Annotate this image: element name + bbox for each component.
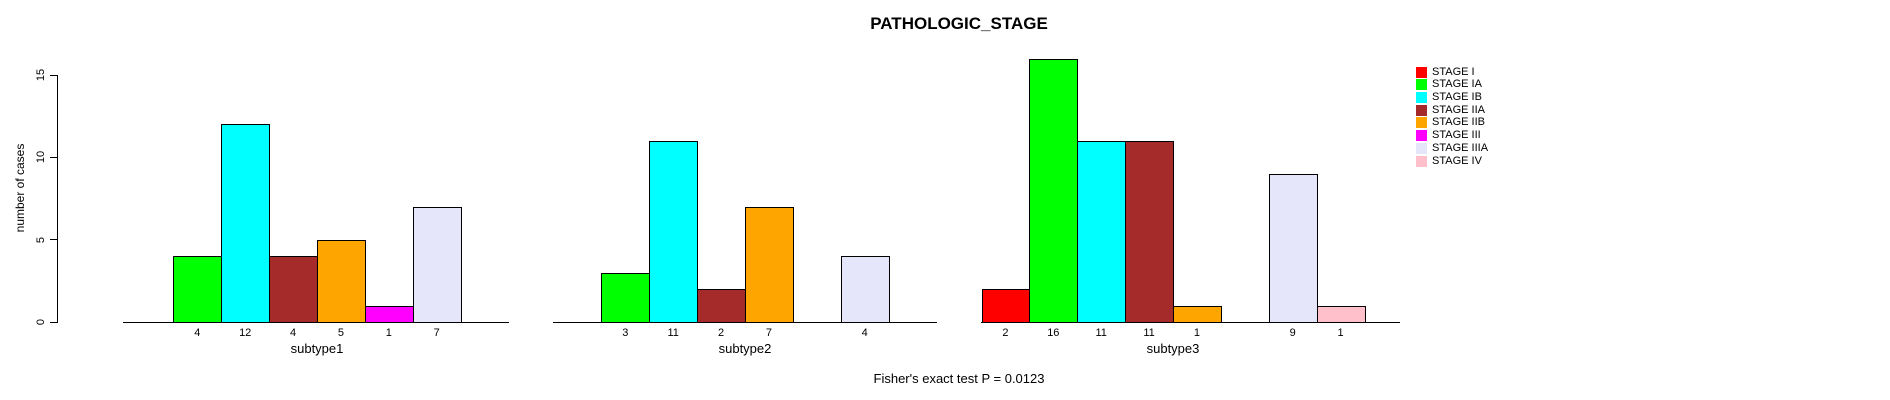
group-label: subtype1: [290, 341, 344, 356]
legend-swatch-icon: [1416, 91, 1427, 103]
bar-value-label: 11: [1143, 327, 1155, 339]
legend-swatch-icon: [1416, 155, 1427, 167]
legend-label: STAGE IIIA: [1432, 141, 1489, 154]
bar-value-label: 7: [433, 327, 440, 339]
bar-stage-ia: [601, 272, 651, 323]
bar-stage-iii: [364, 305, 414, 323]
y-tick: [50, 156, 57, 158]
fisher-test-annotation: Fisher's exact test P = 0.0123: [873, 371, 1045, 386]
bar-stage-iib: [317, 239, 366, 323]
y-tick-label: 10: [35, 151, 47, 164]
bar-value-label: 4: [194, 327, 201, 339]
chart-title: PATHOLOGIC_STAGE: [870, 14, 1048, 33]
bar-value-label: 11: [1095, 327, 1107, 339]
group-label: subtype3: [1146, 341, 1200, 356]
bar-value-label: 9: [1289, 327, 1296, 339]
bar-value-label: 1: [385, 327, 392, 339]
legend-label: STAGE IV: [1432, 154, 1482, 167]
legend-item: STAGE IIIA: [1416, 141, 1489, 154]
bar-stage-iia: [697, 289, 746, 323]
legend-label: STAGE I: [1432, 65, 1475, 78]
legend-item: STAGE IIB: [1416, 116, 1485, 129]
bar-stage-iib: [745, 206, 794, 323]
bar-value-label: 7: [765, 327, 772, 339]
bar-stage-ia: [1029, 58, 1079, 323]
bar-value-label: 16: [1047, 327, 1060, 339]
bar-value-label: 2: [1002, 327, 1009, 339]
bar-stage-ib: [649, 140, 699, 323]
bar-stage-iia: [269, 256, 318, 323]
y-tick: [50, 321, 57, 323]
y-tick: [50, 74, 57, 76]
y-tick-label: 0: [35, 318, 47, 326]
legend-item: STAGE I: [1416, 65, 1475, 78]
bar-stage-iib: [1173, 305, 1222, 323]
legend-swatch-icon: [1416, 66, 1427, 78]
bar-stage-ib: [221, 124, 271, 323]
legend-swatch-icon: [1416, 117, 1427, 129]
bar-stage-ia: [173, 256, 223, 323]
legend-label: STAGE IIB: [1432, 116, 1485, 129]
legend-swatch-icon: [1416, 142, 1427, 154]
legend-label: STAGE IA: [1432, 78, 1482, 91]
bar-stage-iia: [1125, 140, 1174, 323]
legend-swatch-icon: [1416, 104, 1427, 116]
legend-label: STAGE III: [1432, 129, 1481, 142]
bar-value-label: 1: [1337, 327, 1344, 339]
legend-label: STAGE IB: [1432, 90, 1482, 103]
bar-value-label: 4: [290, 327, 297, 339]
legend-swatch-icon: [1416, 79, 1427, 91]
bar-value-label: 5: [337, 327, 344, 339]
legend-label: STAGE IIA: [1432, 103, 1485, 116]
legend-swatch-icon: [1416, 130, 1427, 142]
bar-stage-iiia: [412, 206, 462, 323]
bar-stage-iv: [1316, 305, 1366, 323]
bar-stage-i: [981, 289, 1031, 323]
bar-stage-iiia: [1268, 173, 1318, 323]
bar-stage-iiia: [840, 256, 890, 323]
legend-item: STAGE III: [1416, 129, 1481, 142]
y-tick-label: 5: [35, 236, 47, 243]
y-axis-line: [56, 74, 58, 323]
legend-item: STAGE IV: [1416, 154, 1482, 167]
bar-value-label: 11: [667, 327, 679, 339]
bar-value-label: 4: [861, 327, 868, 339]
legend-item: STAGE IB: [1416, 90, 1482, 103]
bar-value-label: 2: [718, 327, 725, 339]
bar-value-label: 1: [1193, 327, 1200, 339]
bar-value-label: 12: [239, 327, 252, 339]
legend-item: STAGE IIA: [1416, 103, 1485, 116]
legend-item: STAGE IA: [1416, 78, 1482, 91]
y-tick-label: 15: [35, 68, 47, 82]
bar-stage-ib: [1077, 140, 1127, 323]
group-label: subtype2: [718, 341, 772, 356]
bar-value-label: 3: [622, 327, 629, 339]
y-tick: [50, 239, 57, 241]
